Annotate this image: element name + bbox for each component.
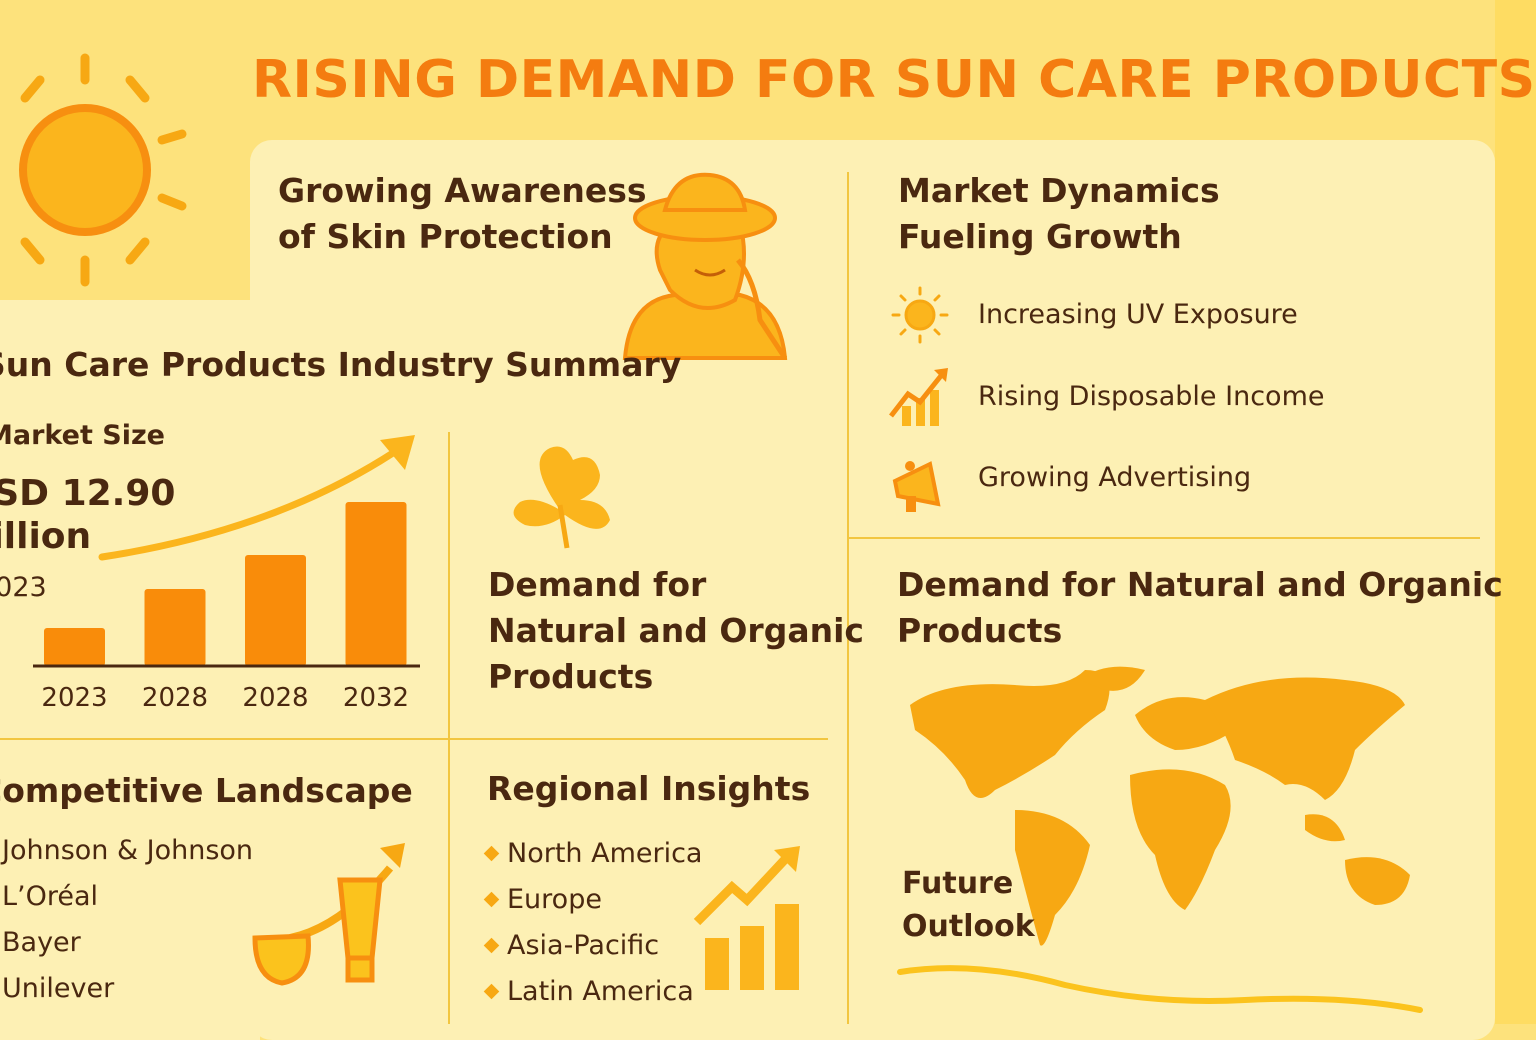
region-item: Europe [482, 877, 702, 923]
heading-line: of Skin Protection [278, 217, 613, 256]
dynamics-heading: Market Dynamics Fueling Growth [898, 168, 1220, 260]
region-item: North America [482, 831, 702, 877]
diamond-bullet-icon [483, 937, 500, 954]
divider [448, 432, 450, 1024]
divider [0, 738, 828, 740]
region-label: Europe [507, 884, 602, 915]
dynamics-item: Increasing UV Exposure [978, 299, 1298, 330]
heading-line: Growing Awareness [278, 171, 647, 210]
heading-line: Demand for [488, 565, 707, 604]
natural-right-heading: Demand for Natural and Organic Products [897, 562, 1503, 654]
x-tick-label: 2023 [41, 683, 107, 713]
diamond-bullet-icon [483, 983, 500, 1000]
competitive-heading: Competitive Landscape [0, 771, 413, 810]
heading-line: Demand for Natural and Organic [897, 565, 1503, 604]
bar-3 [345, 502, 407, 666]
content-panel-left [0, 300, 260, 1040]
natural-mid-heading: Demand for Natural and Organic Products [488, 562, 864, 700]
x-tick-label: 2032 [343, 683, 409, 713]
market-value-line: Billion [0, 516, 92, 557]
outlook-line: Outlook [902, 909, 1035, 944]
trend-arrow-head [380, 435, 415, 470]
heading-line: Products [897, 611, 1063, 650]
right-strip [1495, 0, 1536, 1024]
sun-icon [891, 286, 949, 344]
divider [847, 172, 849, 1024]
leaf-icon [513, 446, 610, 549]
megaphone-icon [892, 461, 941, 512]
world-map [910, 666, 1410, 946]
outlook-line: Future [902, 866, 1014, 901]
awareness-heading: Growing Awareness of Skin Protection [278, 168, 647, 260]
market-value-line: USD 12.90 [0, 473, 176, 514]
region-label: Asia-Pacific [507, 930, 660, 961]
divider [848, 537, 1480, 539]
x-tick-label: 2028 [142, 683, 208, 713]
page-title: RISING DEMAND FOR SUN CARE PRODUCTS [252, 50, 1536, 110]
woman-with-sun-hat-icon [622, 172, 788, 360]
future-outlook-label: Future Outlook [902, 862, 1035, 948]
bar-growth-icon [693, 846, 800, 990]
region-item: Asia-Pacific [482, 923, 702, 969]
market-size-label: Market Size [0, 420, 165, 451]
region-item: Latin America [482, 969, 702, 1015]
region-label: Latin America [507, 976, 694, 1007]
summary-heading: Sun Care Products Industry Summary [0, 345, 682, 384]
x-tick-label: 2028 [242, 683, 308, 713]
company-item: Unilever [2, 973, 115, 1004]
region-label: North America [507, 838, 703, 869]
sun-icon [19, 53, 187, 287]
bar-1 [144, 589, 206, 666]
sunscreen-growth-icon [252, 843, 405, 986]
heading-line: Market Dynamics [898, 171, 1220, 210]
heading-line: Products [488, 657, 654, 696]
company-item: Bayer [2, 927, 81, 958]
content-panel [250, 140, 1495, 1040]
dynamics-item: Growing Advertising [978, 462, 1252, 493]
heading-line: Fueling Growth [898, 217, 1182, 256]
wave-decoration [897, 965, 1423, 1013]
trend-arrow [98, 441, 409, 561]
company-item: Johnson & Johnson [2, 835, 254, 866]
bar-0 [44, 628, 105, 666]
growth-chart-icon [889, 368, 948, 426]
company-list: Johnson & Johnson L’Oréal Bayer Unilever [2, 828, 253, 1012]
bar-2 [245, 555, 306, 666]
market-year: 2023 [0, 572, 47, 603]
market-size-bar-chart: 2023 2028 2028 2032 [33, 435, 420, 713]
diamond-bullet-icon [483, 891, 500, 908]
heading-line: Natural and Organic [488, 611, 864, 650]
dynamics-item: Rising Disposable Income [978, 381, 1325, 412]
market-value: USD 12.90 Billion [0, 472, 175, 558]
region-list: North America Europe Asia-Pacific Latin … [482, 831, 702, 1015]
diamond-bullet-icon [483, 845, 500, 862]
company-item: L’Oréal [2, 881, 99, 912]
regional-heading: Regional Insights [487, 769, 811, 808]
